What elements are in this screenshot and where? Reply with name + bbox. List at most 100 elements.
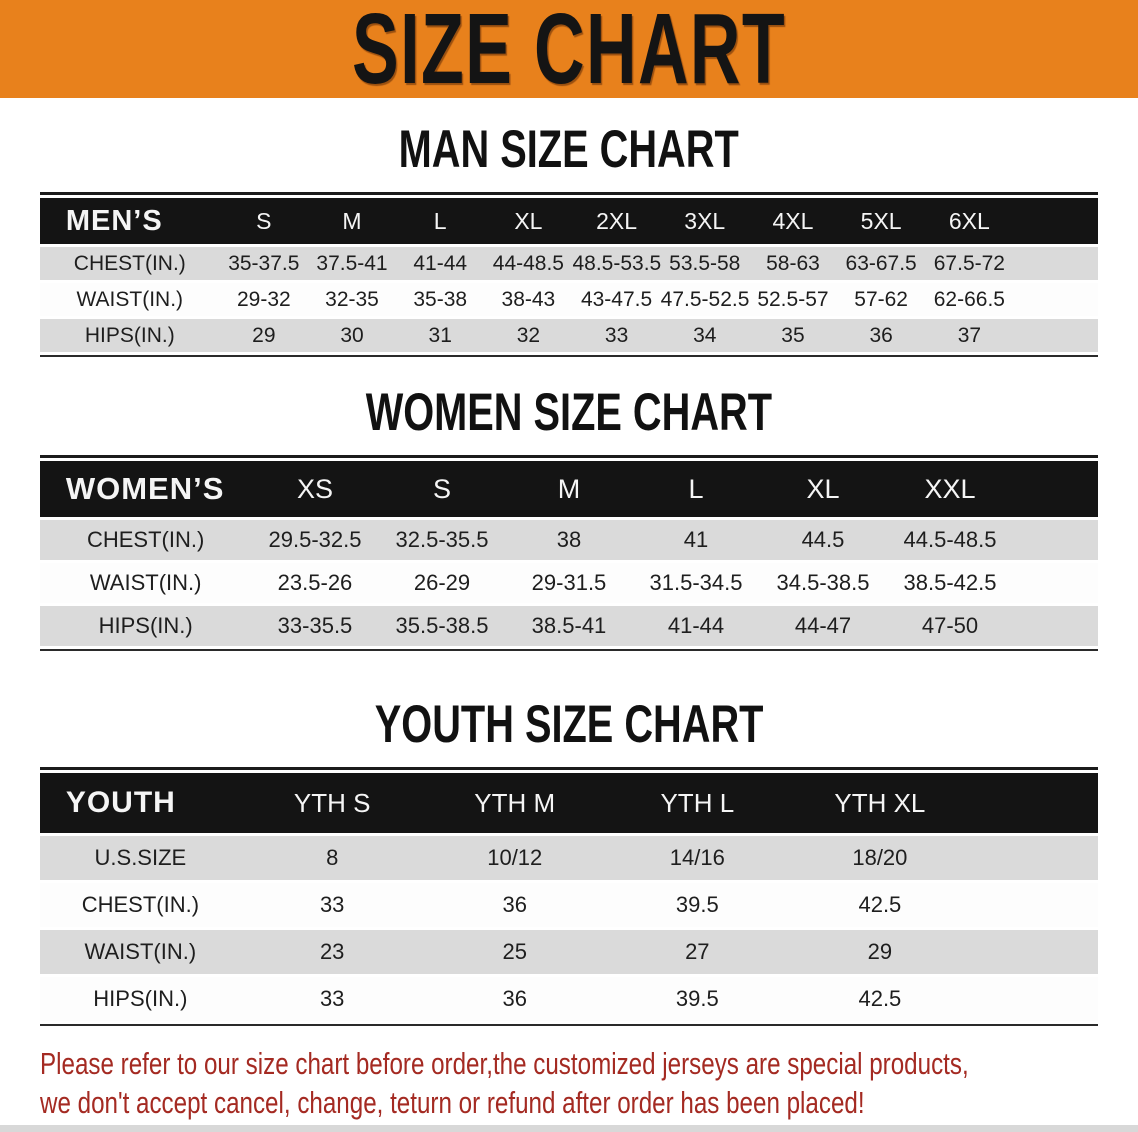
youth-size-table: YOUTH YTH S YTH M YTH L YTH XL U.S.SIZE 8 10/12… (39, 767, 1099, 1026)
measure-value-cell: 27 (685, 939, 710, 964)
womens-size-table: WOMEN’S XS S M L XL XXL CHEST(IN.) 29.5-32.5 32.5… (39, 455, 1099, 651)
size-header-row: YOUTH YTH S YTH M YTH L YTH XL (39, 773, 1099, 833)
banner: SIZE CHART (0, 0, 1138, 105)
size-header-cell: L (433, 207, 447, 234)
table-title-cell: MEN’S (65, 204, 163, 237)
measure-value-cell: 35 (781, 323, 805, 347)
measure-label-cell: CHEST(IN.) (81, 892, 200, 917)
spacer-cell (971, 883, 1098, 927)
size-header-cell: S (432, 473, 451, 504)
measure-value-cell: 63-67.5 (845, 251, 917, 275)
measure-value-cell: 47-50 (921, 613, 979, 638)
measure-value-cell: 44.5-48.5 (903, 527, 997, 552)
measure-value-cell: 33-35.5 (277, 613, 353, 638)
women-section-heading: WOMEN SIZE CHART (0, 385, 1138, 441)
measure-value-cell: 42.5 (858, 892, 902, 917)
mens-size-table: MEN’S S M L XL 2XL 3XL 4XL 5XL 6XL CHEST(IN.) 35-37… (39, 192, 1099, 357)
size-header-cell: L (688, 473, 704, 504)
measure-value-cell: 8 (326, 845, 339, 870)
measure-value-cell: 35-38 (413, 287, 468, 311)
page-title: SIZE CHART (352, 0, 786, 105)
measure-value-cell: 39.5 (675, 986, 719, 1011)
measure-value-cell: 29-32 (236, 287, 291, 311)
measure-value-cell: 29.5-32.5 (268, 527, 362, 552)
size-header-cell: XL (514, 207, 543, 234)
measure-value-cell: 36 (869, 323, 893, 347)
measure-value-cell: 34.5-38.5 (776, 570, 870, 595)
measure-value-cell: 58-63 (766, 251, 820, 275)
size-header-cell: 4XL (772, 207, 814, 234)
measure-value-cell: 41-44 (667, 613, 725, 638)
measure-label-cell: HIPS(IN.) (84, 323, 175, 347)
size-header-cell: M (342, 207, 362, 234)
measure-value-cell: 33 (604, 323, 629, 347)
measure-label-cell: HIPS(IN.) (93, 986, 188, 1011)
measurement-row: WAIST(IN.) 23 25 27 29 (39, 930, 1099, 974)
measure-value-cell: 47.5-52.5 (660, 287, 749, 311)
measurement-row: CHEST(IN.) 33 36 39.5 42.5 (39, 883, 1099, 927)
measure-value-cell: 29 (867, 939, 893, 964)
measure-value-cell: 23 (319, 939, 345, 964)
spacer-cell (1014, 563, 1099, 603)
disclaimer-line-1: Please refer to our size chart before or… (40, 1046, 969, 1081)
measure-value-cell: 32 (516, 323, 541, 347)
measure-value-cell: 34 (693, 323, 717, 347)
size-header-cell: YTH XL (834, 787, 926, 818)
measure-value-cell: 26-29 (413, 570, 471, 595)
size-header-cell: XL (806, 473, 840, 504)
measure-value-cell: 37.5-41 (316, 251, 388, 275)
spacer-cell (971, 836, 1098, 880)
measure-label-cell: U.S.SIZE (94, 845, 187, 870)
measure-value-cell: 53.5-58 (669, 251, 741, 275)
measure-label-cell: CHEST(IN.) (86, 527, 205, 552)
man-section-heading-text: MAN SIZE CHART (398, 120, 740, 179)
measure-value-cell: 30 (340, 323, 364, 347)
measure-value-cell: 33 (319, 892, 345, 917)
order-disclaimer-note: Please refer to our size chart before or… (0, 1044, 1138, 1122)
measure-value-cell: 14/16 (669, 845, 725, 870)
measure-value-cell: 29-31.5 (531, 570, 607, 595)
youth-section-heading: YOUTH SIZE CHART (0, 697, 1138, 753)
measure-value-cell: 32.5-35.5 (395, 527, 489, 552)
measurement-row: HIPS(IN.) 33-35.5 35.5-38.5 38.5-41 41-44 44-… (39, 606, 1099, 646)
measure-value-cell: 57-62 (854, 287, 908, 311)
measurement-row: HIPS(IN.) 33 36 39.5 42.5 (39, 977, 1099, 1021)
measure-value-cell: 25 (502, 939, 527, 964)
table-title-cell: YOUTH (65, 786, 176, 819)
measure-value-cell: 38-43 (501, 287, 556, 311)
spacer-cell (971, 773, 1098, 833)
size-header-row: MEN’S S M L XL 2XL 3XL 4XL 5XL 6XL (39, 198, 1099, 244)
measure-value-cell: 38.5-42.5 (903, 570, 997, 595)
size-header-cell: YTH M (474, 787, 556, 818)
measure-value-cell: 31.5-34.5 (649, 570, 743, 595)
measure-value-cell: 33 (319, 986, 345, 1011)
measure-value-cell: 29 (252, 323, 276, 347)
measure-value-cell: 37 (957, 323, 982, 347)
measure-value-cell: 35.5-38.5 (395, 613, 489, 638)
size-header-row: WOMEN’S XS S M L XL XXL (39, 461, 1099, 517)
measure-value-cell: 32-35 (325, 287, 379, 311)
measure-value-cell: 42.5 (858, 986, 902, 1011)
measure-value-cell: 41 (683, 527, 709, 552)
measure-label-cell: CHEST(IN.) (73, 251, 186, 275)
measure-value-cell: 38 (556, 527, 582, 552)
size-header-cell: 3XL (684, 207, 726, 234)
spacer-cell (1014, 520, 1099, 560)
spacer-cell (1014, 247, 1099, 280)
measure-value-cell: 35-37.5 (228, 251, 300, 275)
measure-value-cell: 36 (502, 986, 527, 1011)
man-section-heading: MAN SIZE CHART (0, 122, 1138, 178)
spacer-cell (1014, 606, 1099, 646)
measure-value-cell: 38.5-41 (531, 613, 607, 638)
measure-label-cell: WAIST(IN.) (76, 287, 184, 311)
measure-value-cell: 10/12 (487, 845, 543, 870)
size-header-cell: S (256, 207, 272, 234)
measurement-row: CHEST(IN.) 35-37.5 37.5-41 41-44 44-48.5 48.5… (39, 247, 1099, 280)
spacer-cell (1014, 283, 1099, 316)
bottom-strip (0, 1125, 1138, 1132)
measure-value-cell: 48.5-53.5 (572, 251, 661, 275)
measurement-row: WAIST(IN.) 29-32 32-35 35-38 38-43 43-47.5 47.… (39, 283, 1099, 316)
measure-value-cell: 44-47 (794, 613, 852, 638)
size-header-cell: M (557, 473, 581, 504)
